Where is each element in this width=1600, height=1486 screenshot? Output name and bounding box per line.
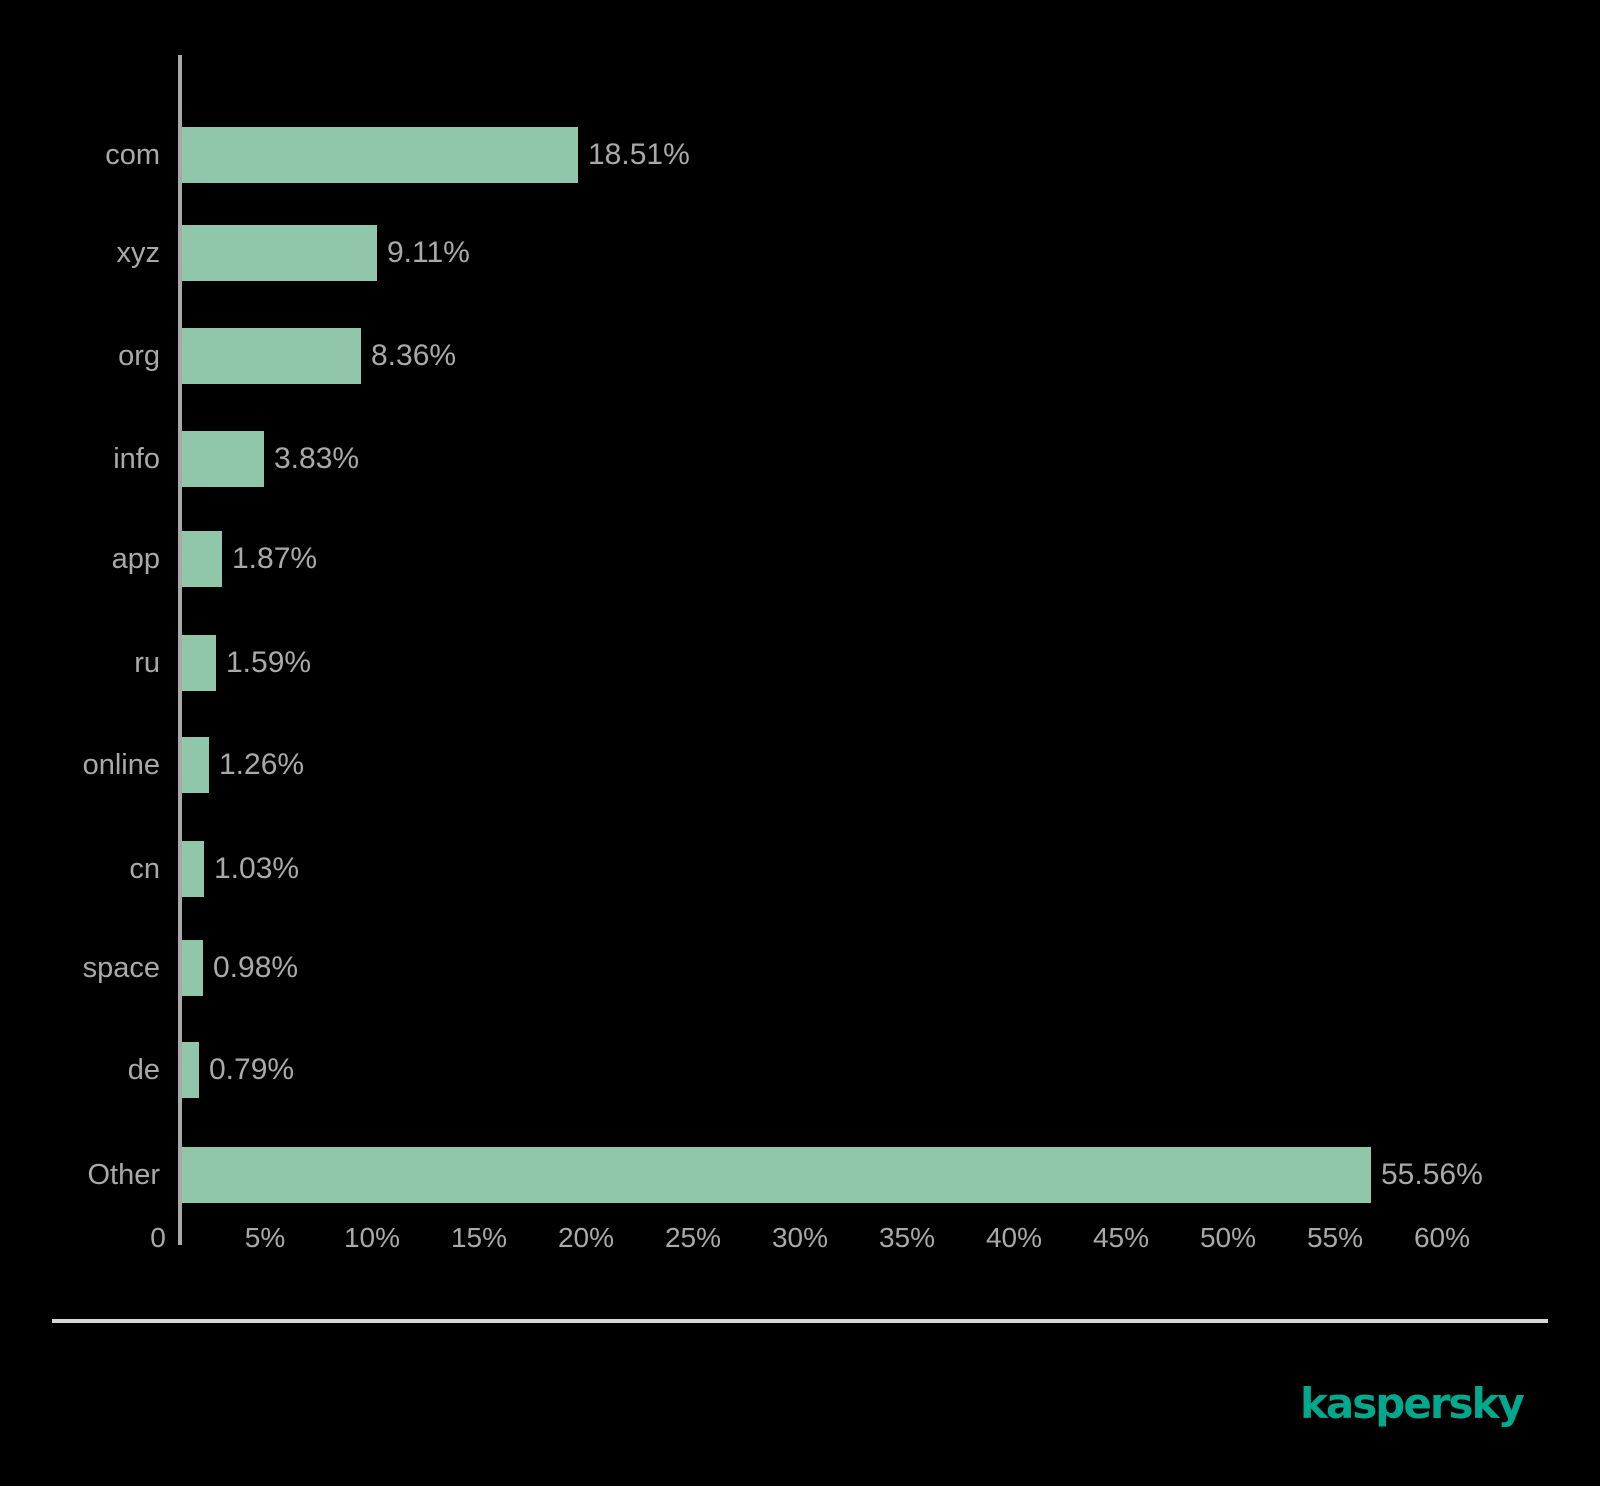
category-label: ru: [134, 647, 160, 679]
x-tick-label: 25%: [664, 1222, 722, 1253]
x-tick-label: 40%: [985, 1222, 1043, 1253]
value-label: 3.83%: [274, 442, 360, 475]
x-tick-label: 15%: [450, 1222, 508, 1253]
value-label: 8.36%: [371, 339, 457, 372]
category-label: app: [111, 543, 160, 575]
bar: [182, 531, 222, 587]
value-label: 1.03%: [214, 852, 300, 885]
value-label: 18.51%: [588, 138, 690, 171]
x-tick-label: 20%: [557, 1222, 615, 1253]
divider-line: [52, 1319, 1548, 1323]
x-tick-label: 55%: [1306, 1222, 1364, 1253]
chart-row: ru 1.59%: [0, 635, 1600, 691]
kaspersky-logo: kaspersky: [1300, 1379, 1525, 1428]
value-label: 0.79%: [209, 1053, 295, 1086]
bar: [182, 328, 361, 384]
value-label: 9.11%: [387, 236, 470, 269]
value-label: 55.56%: [1381, 1158, 1483, 1191]
chart-row: info 3.83%: [0, 431, 1600, 487]
category-label: space: [82, 952, 160, 984]
category-label: online: [82, 749, 160, 781]
x-tick-label: 50%: [1199, 1222, 1257, 1253]
bar: [182, 841, 204, 897]
chart-row: xyz 9.11%: [0, 225, 1600, 281]
category-label: info: [113, 443, 160, 475]
value-label: 1.87%: [232, 542, 318, 575]
chart-row: cn 1.03%: [0, 841, 1600, 897]
x-tick-label: 10%: [343, 1222, 401, 1253]
category-label: cn: [129, 853, 160, 885]
value-label: 1.59%: [226, 646, 312, 679]
chart-row: Other 55.56%: [0, 1147, 1600, 1203]
x-tick-label: 30%: [771, 1222, 829, 1253]
bar: [182, 1042, 199, 1098]
category-label: xyz: [116, 237, 161, 269]
chart-row: com 18.51%: [0, 127, 1600, 183]
x-tick-label: 45%: [1092, 1222, 1150, 1253]
x-tick-label: 60%: [1413, 1222, 1471, 1253]
bar: [182, 431, 264, 487]
bar: [182, 737, 209, 793]
category-label: com: [105, 139, 160, 171]
x-axis-tick-labels: 0 5% 10% 15% 20% 25% 30% 35% 40% 45% 50% 55% 60%: [0, 1222, 1600, 1256]
chart-row: org 8.36%: [0, 328, 1600, 384]
y-axis-line: [178, 55, 182, 1245]
category-label: org: [118, 340, 160, 372]
x-tick-label: 35%: [878, 1222, 936, 1253]
x-tick-label: 0: [150, 1222, 166, 1253]
category-label: Other: [87, 1159, 160, 1191]
bar: [182, 225, 377, 281]
bar: [182, 635, 216, 691]
value-label: 1.26%: [219, 748, 305, 781]
chart-row: online 1.26%: [0, 737, 1600, 793]
bar: [182, 1147, 1371, 1203]
x-tick-label: 5%: [244, 1222, 286, 1253]
category-label: de: [127, 1054, 160, 1086]
bar: [182, 127, 578, 183]
bar: [182, 940, 203, 996]
chart-row: de 0.79%: [0, 1042, 1600, 1098]
chart-row: space 0.98%: [0, 940, 1600, 996]
chart-row: app 1.87%: [0, 531, 1600, 587]
value-label: 0.98%: [213, 951, 299, 984]
